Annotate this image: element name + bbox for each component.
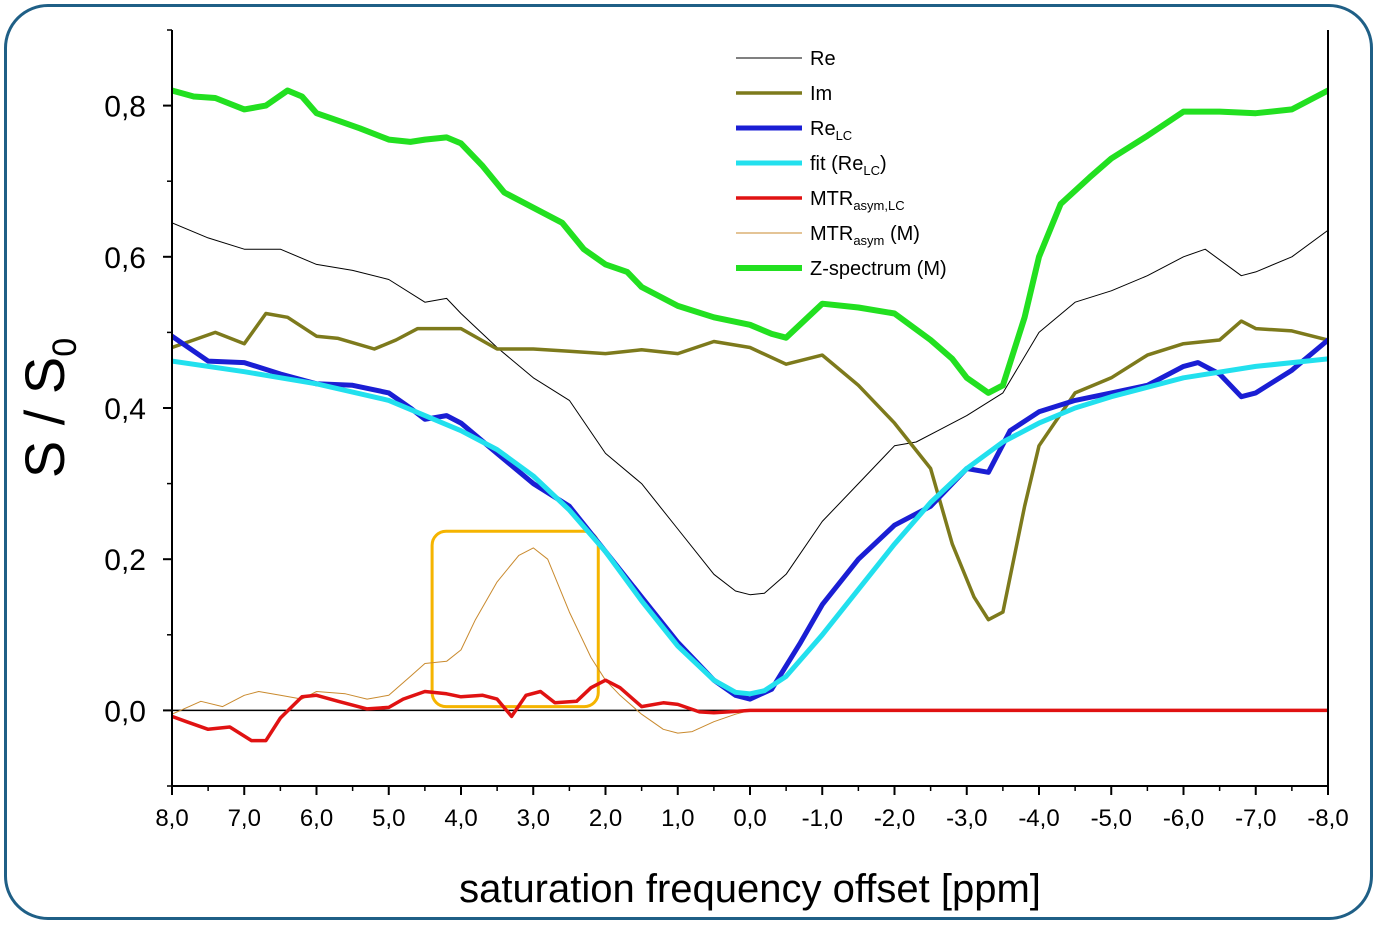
- y-tick-label: 0,4: [104, 393, 146, 426]
- y-tick-label: 0,6: [104, 242, 146, 275]
- legend-label-text: MTR: [810, 188, 853, 210]
- x-tick-label: 8,0: [155, 805, 188, 832]
- y-axis-label: S / S0: [13, 338, 84, 478]
- legend-label-suffix: ): [880, 153, 887, 175]
- x-tick-label: 4,0: [444, 805, 477, 832]
- legend-label-sub: LC: [863, 163, 880, 178]
- y-axis-label-main: S / S: [13, 357, 76, 478]
- series-line-mtr-asym-m-: [172, 547, 751, 734]
- y-tick-label: 0,8: [104, 91, 146, 124]
- legend-label: Re: [810, 48, 836, 70]
- x-tick-label: -8,0: [1307, 805, 1348, 832]
- series-line-re-lc: [172, 333, 1328, 702]
- x-tick-label: 7,0: [228, 805, 261, 832]
- x-tick-label: -6,0: [1163, 805, 1204, 832]
- y-tick-label: 0,0: [104, 695, 146, 728]
- x-tick-label: 3,0: [517, 805, 550, 832]
- x-tick-label: 1,0: [661, 805, 694, 832]
- x-axis-label: saturation frequency offset [ppm]: [459, 867, 1041, 911]
- series-group: [172, 87, 1328, 743]
- legend-label: Z-spectrum (M): [810, 258, 947, 280]
- x-tick-label: -3,0: [946, 805, 987, 832]
- x-tick-label: 6,0: [300, 805, 333, 832]
- legend-label: ReLC: [810, 118, 852, 143]
- series-line-z-spectrum-m-: [172, 87, 1328, 396]
- x-tick-label: -7,0: [1235, 805, 1276, 832]
- legend-label-text: MTR: [810, 223, 853, 245]
- series-line-re: [172, 222, 1328, 596]
- series-line-mtr-asym-lc: [172, 678, 1328, 743]
- legend-label-suffix: (M): [884, 223, 920, 245]
- legend-label: Im: [810, 83, 832, 105]
- legend-label-sub: asym: [853, 233, 884, 248]
- x-tick-label: -5,0: [1091, 805, 1132, 832]
- legend-label-text: Re: [810, 118, 836, 140]
- legend-label-sub: asym,LC: [853, 198, 904, 213]
- x-tick-label: 2,0: [589, 805, 622, 832]
- figure-frame: [4, 4, 1373, 920]
- legend-label-text: fit (Re: [810, 153, 863, 175]
- legend-label: MTRasym (M): [810, 223, 920, 248]
- series-line-im: [172, 311, 1328, 622]
- legend-label-sub: LC: [836, 128, 853, 143]
- legend-label-text: Re: [810, 48, 836, 70]
- y-axis-label-sub: 0: [46, 338, 84, 357]
- x-tick-label: -4,0: [1018, 805, 1059, 832]
- legend-label-text: Z-spectrum (M): [810, 258, 947, 280]
- y-tick-label: 0,2: [104, 544, 146, 577]
- x-tick-label: -1,0: [802, 805, 843, 832]
- legend-label: fit (ReLC): [810, 153, 887, 178]
- x-tick-label: 0,0: [733, 805, 766, 832]
- x-tick-label: 5,0: [372, 805, 405, 832]
- series-line-fit-re-lc-: [172, 356, 1328, 697]
- legend-label: MTRasym,LC: [810, 188, 905, 213]
- highlight-box: [430, 529, 600, 709]
- legend-label-text: Im: [810, 83, 832, 105]
- x-tick-label: -2,0: [874, 805, 915, 832]
